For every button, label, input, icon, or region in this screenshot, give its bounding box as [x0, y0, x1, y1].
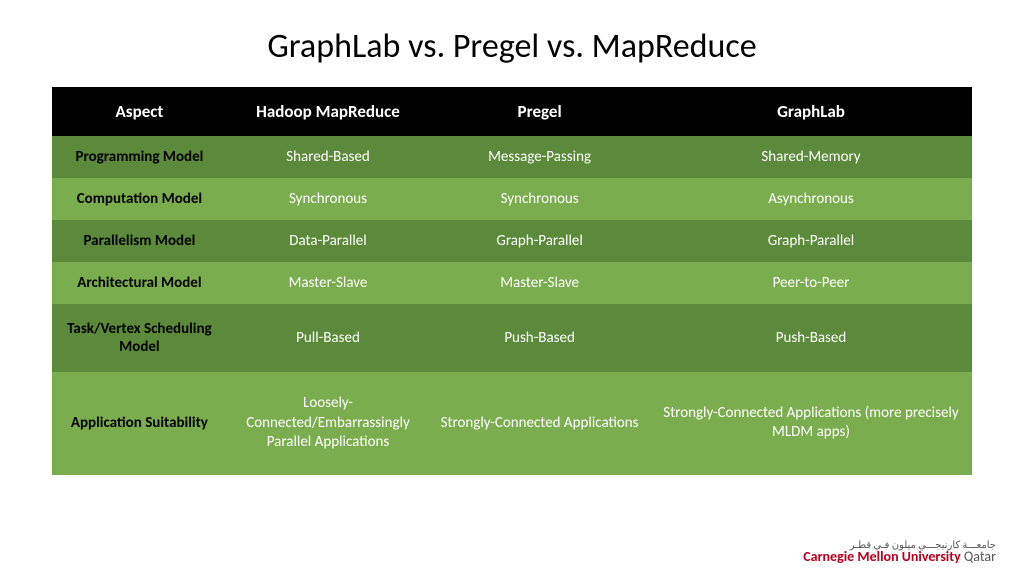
aspect-cell: Application Suitability [52, 372, 227, 475]
value-cell: Loosely-Connected/Embarrassingly Paralle… [227, 372, 429, 475]
col-header-aspect: Aspect [52, 87, 227, 136]
comparison-table: Aspect Hadoop MapReduce Pregel GraphLab … [52, 87, 972, 475]
table-row: Computation ModelSynchronousSynchronousA… [52, 178, 972, 220]
table-body: Programming ModelShared-BasedMessage-Pas… [52, 136, 972, 475]
value-cell: Shared-Based [227, 136, 429, 178]
table-row: Architectural ModelMaster-SlaveMaster-Sl… [52, 262, 972, 304]
value-cell: Synchronous [227, 178, 429, 220]
value-cell: Asynchronous [650, 178, 972, 220]
value-cell: Master-Slave [227, 262, 429, 304]
aspect-cell: Architectural Model [52, 262, 227, 304]
aspect-cell: Parallelism Model [52, 220, 227, 262]
aspect-cell: Programming Model [52, 136, 227, 178]
footer-university-text: Carnegie Mellon University Qatar [803, 550, 996, 564]
table-row: Task/Vertex Scheduling ModelPull-BasedPu… [52, 304, 972, 372]
slide-title: GraphLab vs. Pregel vs. MapReduce [0, 0, 1024, 87]
value-cell: Pull-Based [227, 304, 429, 372]
table-header-row: Aspect Hadoop MapReduce Pregel GraphLab [52, 87, 972, 136]
table-row: Application SuitabilityLoosely-Connected… [52, 372, 972, 475]
value-cell: Push-Based [650, 304, 972, 372]
value-cell: Push-Based [429, 304, 650, 372]
value-cell: Strongly-Connected Applications (more pr… [650, 372, 972, 475]
value-cell: Data-Parallel [227, 220, 429, 262]
value-cell: Synchronous [429, 178, 650, 220]
footer-qatar: Qatar [961, 548, 996, 565]
col-header-pregel: Pregel [429, 87, 650, 136]
value-cell: Strongly-Connected Applications [429, 372, 650, 475]
value-cell: Master-Slave [429, 262, 650, 304]
aspect-cell: Task/Vertex Scheduling Model [52, 304, 227, 372]
col-header-graphlab: GraphLab [650, 87, 972, 136]
footer-cmu: Carnegie Mellon University [803, 548, 960, 565]
aspect-cell: Computation Model [52, 178, 227, 220]
value-cell: Peer-to-Peer [650, 262, 972, 304]
value-cell: Graph-Parallel [429, 220, 650, 262]
table-row: Parallelism ModelData-ParallelGraph-Para… [52, 220, 972, 262]
footer-logo: جامعـــة كارنيجـــي ميلون فـي قطـر Carne… [803, 540, 996, 564]
col-header-mapreduce: Hadoop MapReduce [227, 87, 429, 136]
value-cell: Message-Passing [429, 136, 650, 178]
value-cell: Graph-Parallel [650, 220, 972, 262]
comparison-table-container: Aspect Hadoop MapReduce Pregel GraphLab … [52, 87, 972, 475]
value-cell: Shared-Memory [650, 136, 972, 178]
table-row: Programming ModelShared-BasedMessage-Pas… [52, 136, 972, 178]
